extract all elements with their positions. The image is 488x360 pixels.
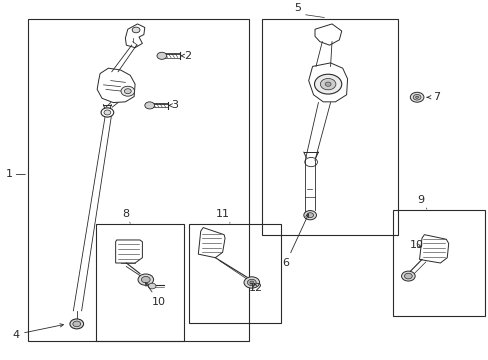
Circle shape <box>148 283 156 289</box>
Circle shape <box>306 213 313 218</box>
Circle shape <box>104 110 111 115</box>
Text: 6: 6 <box>282 214 308 268</box>
Circle shape <box>73 321 81 327</box>
Circle shape <box>303 211 316 220</box>
Circle shape <box>144 102 154 109</box>
Circle shape <box>320 78 335 90</box>
Bar <box>261 19 397 235</box>
Circle shape <box>314 74 341 94</box>
Circle shape <box>132 27 140 33</box>
Circle shape <box>404 273 411 279</box>
Text: 10: 10 <box>409 240 423 250</box>
Circle shape <box>244 277 259 288</box>
Circle shape <box>124 89 131 94</box>
Circle shape <box>138 274 153 285</box>
Circle shape <box>249 281 253 284</box>
Text: 1: 1 <box>6 170 13 179</box>
Circle shape <box>121 86 134 96</box>
Text: 12: 12 <box>248 283 262 293</box>
Circle shape <box>247 279 256 285</box>
Circle shape <box>141 276 150 283</box>
Circle shape <box>415 96 418 98</box>
Text: 2: 2 <box>181 51 190 61</box>
Text: 3: 3 <box>168 100 178 111</box>
Circle shape <box>70 319 83 329</box>
Text: 4: 4 <box>12 324 63 339</box>
Bar <box>28 19 249 341</box>
Bar <box>188 224 281 323</box>
Bar <box>96 224 183 341</box>
Text: 7: 7 <box>426 92 439 102</box>
Bar <box>392 210 484 316</box>
Circle shape <box>412 94 420 100</box>
Text: 5: 5 <box>294 3 301 13</box>
Text: 11: 11 <box>215 209 229 219</box>
Text: 10: 10 <box>145 283 166 307</box>
Circle shape <box>325 82 330 86</box>
Circle shape <box>401 271 414 281</box>
Circle shape <box>409 92 423 102</box>
Text: 9: 9 <box>416 194 423 204</box>
Circle shape <box>157 52 166 59</box>
Text: 8: 8 <box>122 209 129 219</box>
